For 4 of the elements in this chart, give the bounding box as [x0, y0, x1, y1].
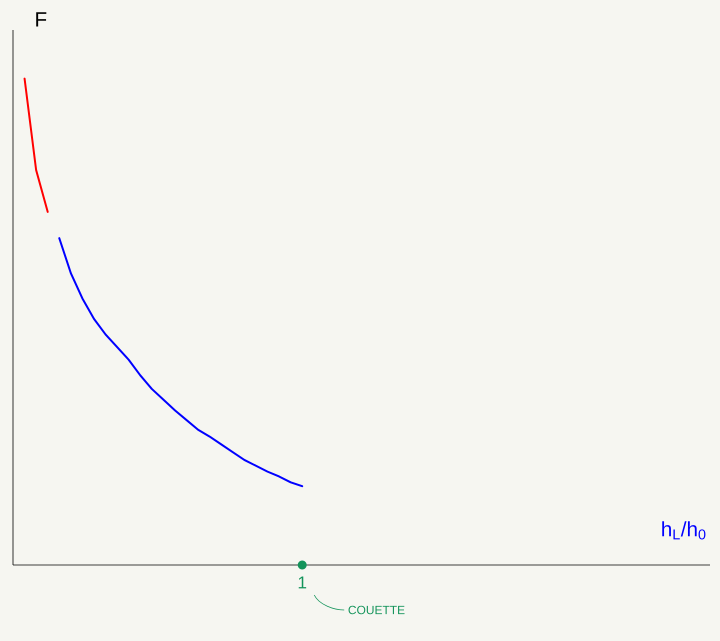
text: h$_{L}$/h$_{0}$: [662, 521, 706, 540]
text: COUETTE: [348, 606, 405, 614]
y-axis-title: F: [36, 12, 46, 26]
text: 1: [298, 576, 306, 588]
